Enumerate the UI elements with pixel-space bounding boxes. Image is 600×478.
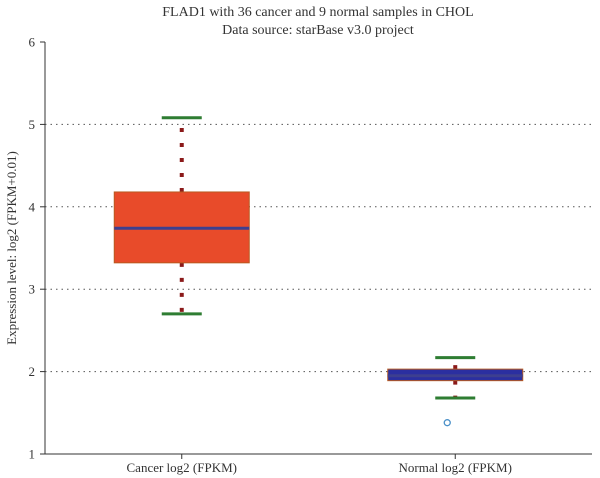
y-tick-label: 2 [29,364,36,379]
y-tick-label: 6 [29,35,36,50]
box-normal [387,356,524,427]
boxes [113,116,524,427]
tick-labels: 1 2 3 4 5 6 Cancer log2 (FPKM) Normal log2 (FPK… [29,35,512,476]
y-axis-title: Expression level: log2 (FPKM+0.01) [4,151,19,345]
box-cancer [113,116,250,316]
y-tick-label: 1 [29,447,36,462]
chart-subtitle: Data source: starBase v3.0 project [222,23,414,38]
y-tick-label: 5 [29,117,36,132]
chart-title: FLAD1 with 36 cancer and 9 normal sample… [162,5,473,20]
x-tick-label: Cancer log2 (FPKM) [127,460,238,475]
outlier-point [443,419,451,427]
axes [40,41,592,459]
y-tick-label: 4 [29,199,36,214]
y-tick-label: 3 [29,282,36,297]
x-tick-label: Normal log2 (FPKM) [399,460,512,475]
